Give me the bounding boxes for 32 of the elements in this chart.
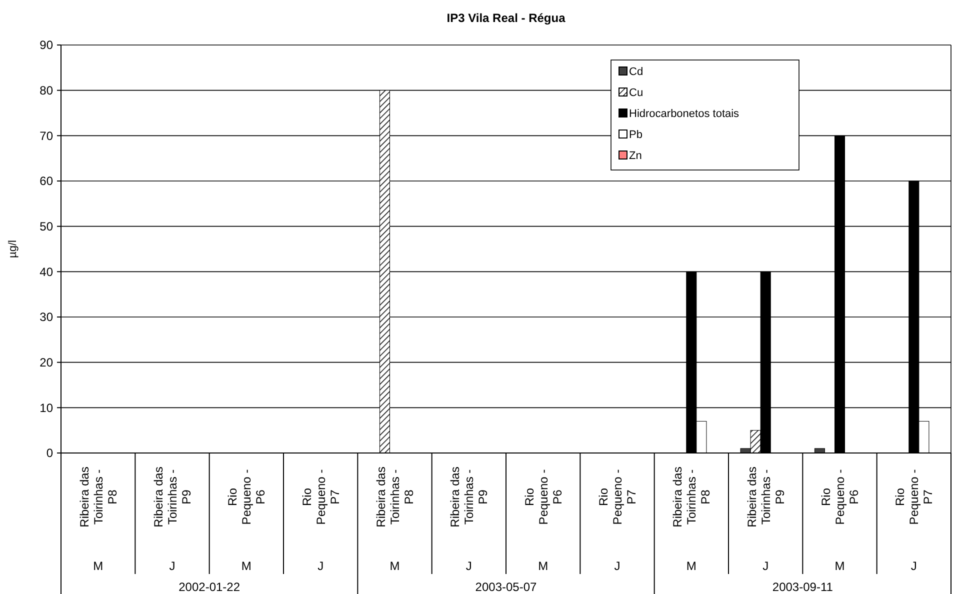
category-label: Ribeira das Toirinhas - P9 J	[448, 466, 490, 574]
legend-label: Cd	[629, 66, 644, 78]
text: 2002-01-22	[178, 580, 240, 594]
y-tick-label: 80	[40, 84, 54, 98]
category-label: Rio Pequeno - P6 M	[226, 469, 268, 574]
legend-label: Cu	[629, 86, 644, 99]
category-label: Rio Pequeno - P7 J	[596, 469, 638, 574]
y-tick-label: 60	[40, 174, 54, 188]
category-label: Rio Pequeno - P7 J	[893, 469, 936, 574]
legend-label: Zn	[629, 150, 642, 162]
y-axis-title: µg/l	[7, 240, 19, 258]
category-label: Rio Pequeno - P6 M	[522, 469, 564, 574]
category-label: Rio Pequeno - P7 J	[300, 469, 342, 574]
text: 2003-05-07	[475, 580, 538, 594]
category-label: Ribeira das Toirinhas - P9 J	[744, 466, 787, 574]
y-tick-label: 20	[40, 356, 54, 370]
y-tick-label: 40	[40, 264, 54, 279]
y-tick-label: 30	[40, 310, 54, 324]
y-tick-label: 0	[46, 446, 54, 460]
category-label: Rio Pequeno - P6 M	[818, 469, 861, 574]
category-label: Ribeira das Toirinhas - P9 J	[151, 466, 194, 574]
chart-title: IP3 Vila Real - Régua	[446, 11, 566, 25]
category-label: Ribeira das Toirinhas - P8 M	[77, 466, 120, 574]
y-tick-label: 90	[40, 38, 54, 52]
category-label: Ribeira das Toirinhas - P8 M	[374, 466, 416, 574]
category-label: Ribeira das Toirinhas - P8 M	[670, 466, 713, 574]
y-tick-label: 10	[40, 400, 54, 415]
legend-label: Pb	[629, 128, 642, 141]
text: 2003-09-11	[772, 580, 834, 594]
legend-label: Hidrocarbonetos totais	[629, 108, 740, 120]
y-tick-label: 50	[40, 220, 54, 234]
y-tick-label: 70	[40, 128, 54, 143]
